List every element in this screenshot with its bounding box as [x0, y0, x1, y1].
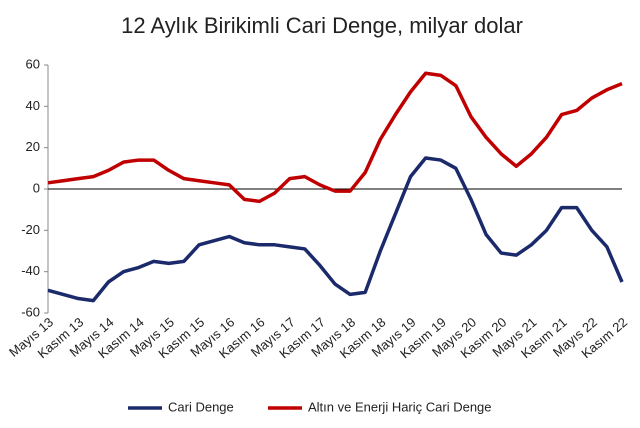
legend-label: Altın ve Enerji Hariç Cari Denge [308, 399, 492, 414]
y-tick-label: -60 [21, 304, 40, 319]
legend-label: Cari Denge [168, 399, 234, 414]
y-tick-label: -40 [21, 263, 40, 278]
series-line [47, 156, 624, 303]
series-line [47, 71, 623, 204]
y-tick-label: 0 [33, 180, 40, 195]
y-tick-label: 40 [26, 98, 40, 113]
y-tick-label: 20 [26, 139, 40, 154]
y-tick-label: 60 [26, 56, 40, 71]
chart-title: 12 Aylık Birikimli Cari Denge, milyar do… [121, 13, 523, 38]
y-tick-label: -20 [21, 222, 40, 237]
